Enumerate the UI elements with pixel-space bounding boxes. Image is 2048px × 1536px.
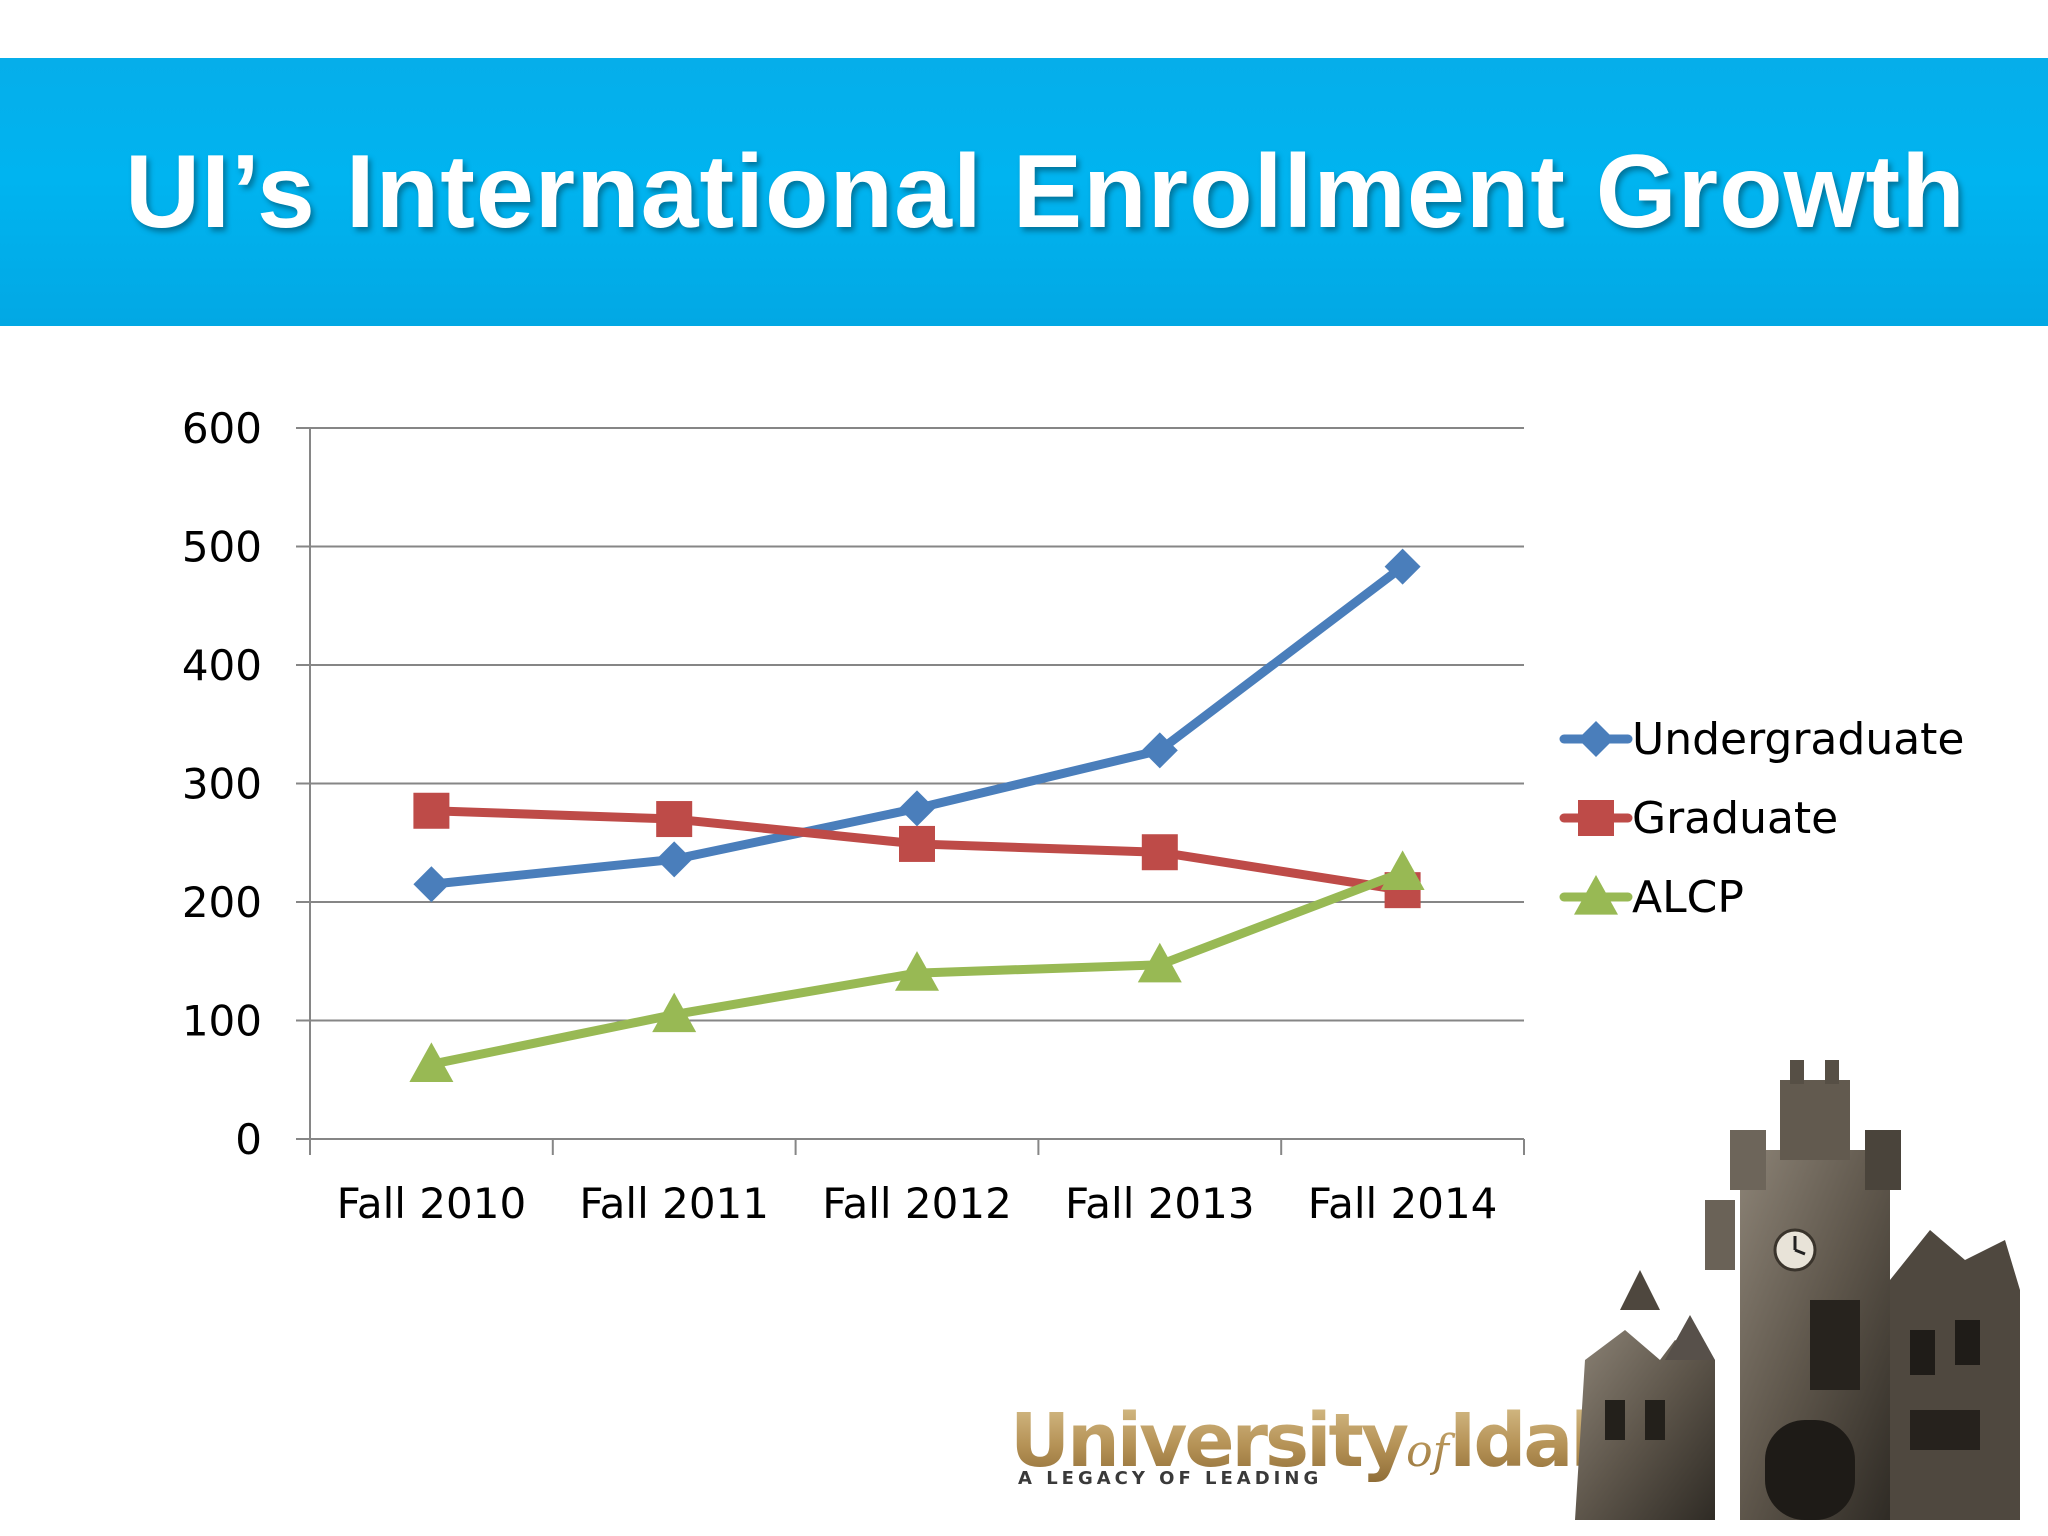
point-alcp-1 [652,992,697,1033]
title-bar [0,58,2048,326]
point-graduate-0 [413,792,450,829]
point-graduate-1 [656,801,693,838]
legend-item-alcp: ALCP [1559,872,1744,923]
y-tick-label-600: 600 [182,404,262,453]
x-tick-label-0: Fall 2010 [337,1179,527,1228]
legend-swatch-marker-undergraduate [1578,721,1614,757]
point-undergraduate-0 [413,866,450,903]
x-tick-label-2: Fall 2012 [822,1179,1012,1228]
logo-name-2: of [1406,1426,1449,1477]
point-undergraduate-3 [1141,732,1178,769]
legend-label-graduate: Graduate [1632,793,1838,844]
point-alcp-3 [1137,942,1182,983]
x-tick-labels: Fall 2010 Fall 2011 Fall 2012 Fall 2013 Fall… [337,1179,1498,1228]
y-tick-label-100: 100 [182,997,262,1046]
y-tick-label-0: 0 [235,1115,262,1164]
y-tick-label-300: 300 [182,760,262,809]
point-undergraduate-1 [656,841,693,878]
legend: Undergraduate Graduate ALCP [1559,714,1965,923]
point-alcp-2 [895,951,939,991]
legend-swatch-marker-alcp [1574,875,1618,915]
x-tick-label-4: Fall 2014 [1308,1179,1498,1228]
y-tick-label-400: 400 [182,641,262,690]
gridlines [296,427,1524,1140]
legend-label-alcp: ALCP [1632,872,1744,923]
slide-title: UI’s International Enrollment Growth [125,134,1966,250]
university-logo: UniversityofIdaho A LEGACY OF LEADING [1010,1398,1550,1498]
legend-swatch-marker-graduate [1578,800,1614,836]
y-tick-label-500: 500 [182,523,262,572]
legend-item-graduate: Graduate [1559,793,1838,844]
logo-tagline: A LEGACY OF LEADING [1018,1468,1323,1489]
series-undergraduate [413,548,1421,903]
series-lines [409,548,1425,1082]
axes [309,428,1525,1155]
series-graduate [413,792,1421,909]
series-alcp [409,850,1425,1082]
point-undergraduate-2 [899,790,935,827]
point-alcp-4 [1380,850,1425,890]
point-undergraduate-4 [1384,548,1421,585]
y-tick-labels: 0 100 200 300 400 500 600 [182,404,262,1164]
y-tick-label-200: 200 [182,878,262,927]
point-alcp-0 [409,1042,454,1082]
x-tick-label-1: Fall 2011 [579,1179,769,1228]
x-tick-label-3: Fall 2013 [1065,1179,1255,1228]
legend-label-undergraduate: Undergraduate [1632,714,1965,765]
point-graduate-3 [1141,834,1178,871]
point-graduate-2 [899,825,935,862]
building-photo [1575,1060,2020,1520]
legend-item-undergraduate: Undergraduate [1559,714,1965,765]
